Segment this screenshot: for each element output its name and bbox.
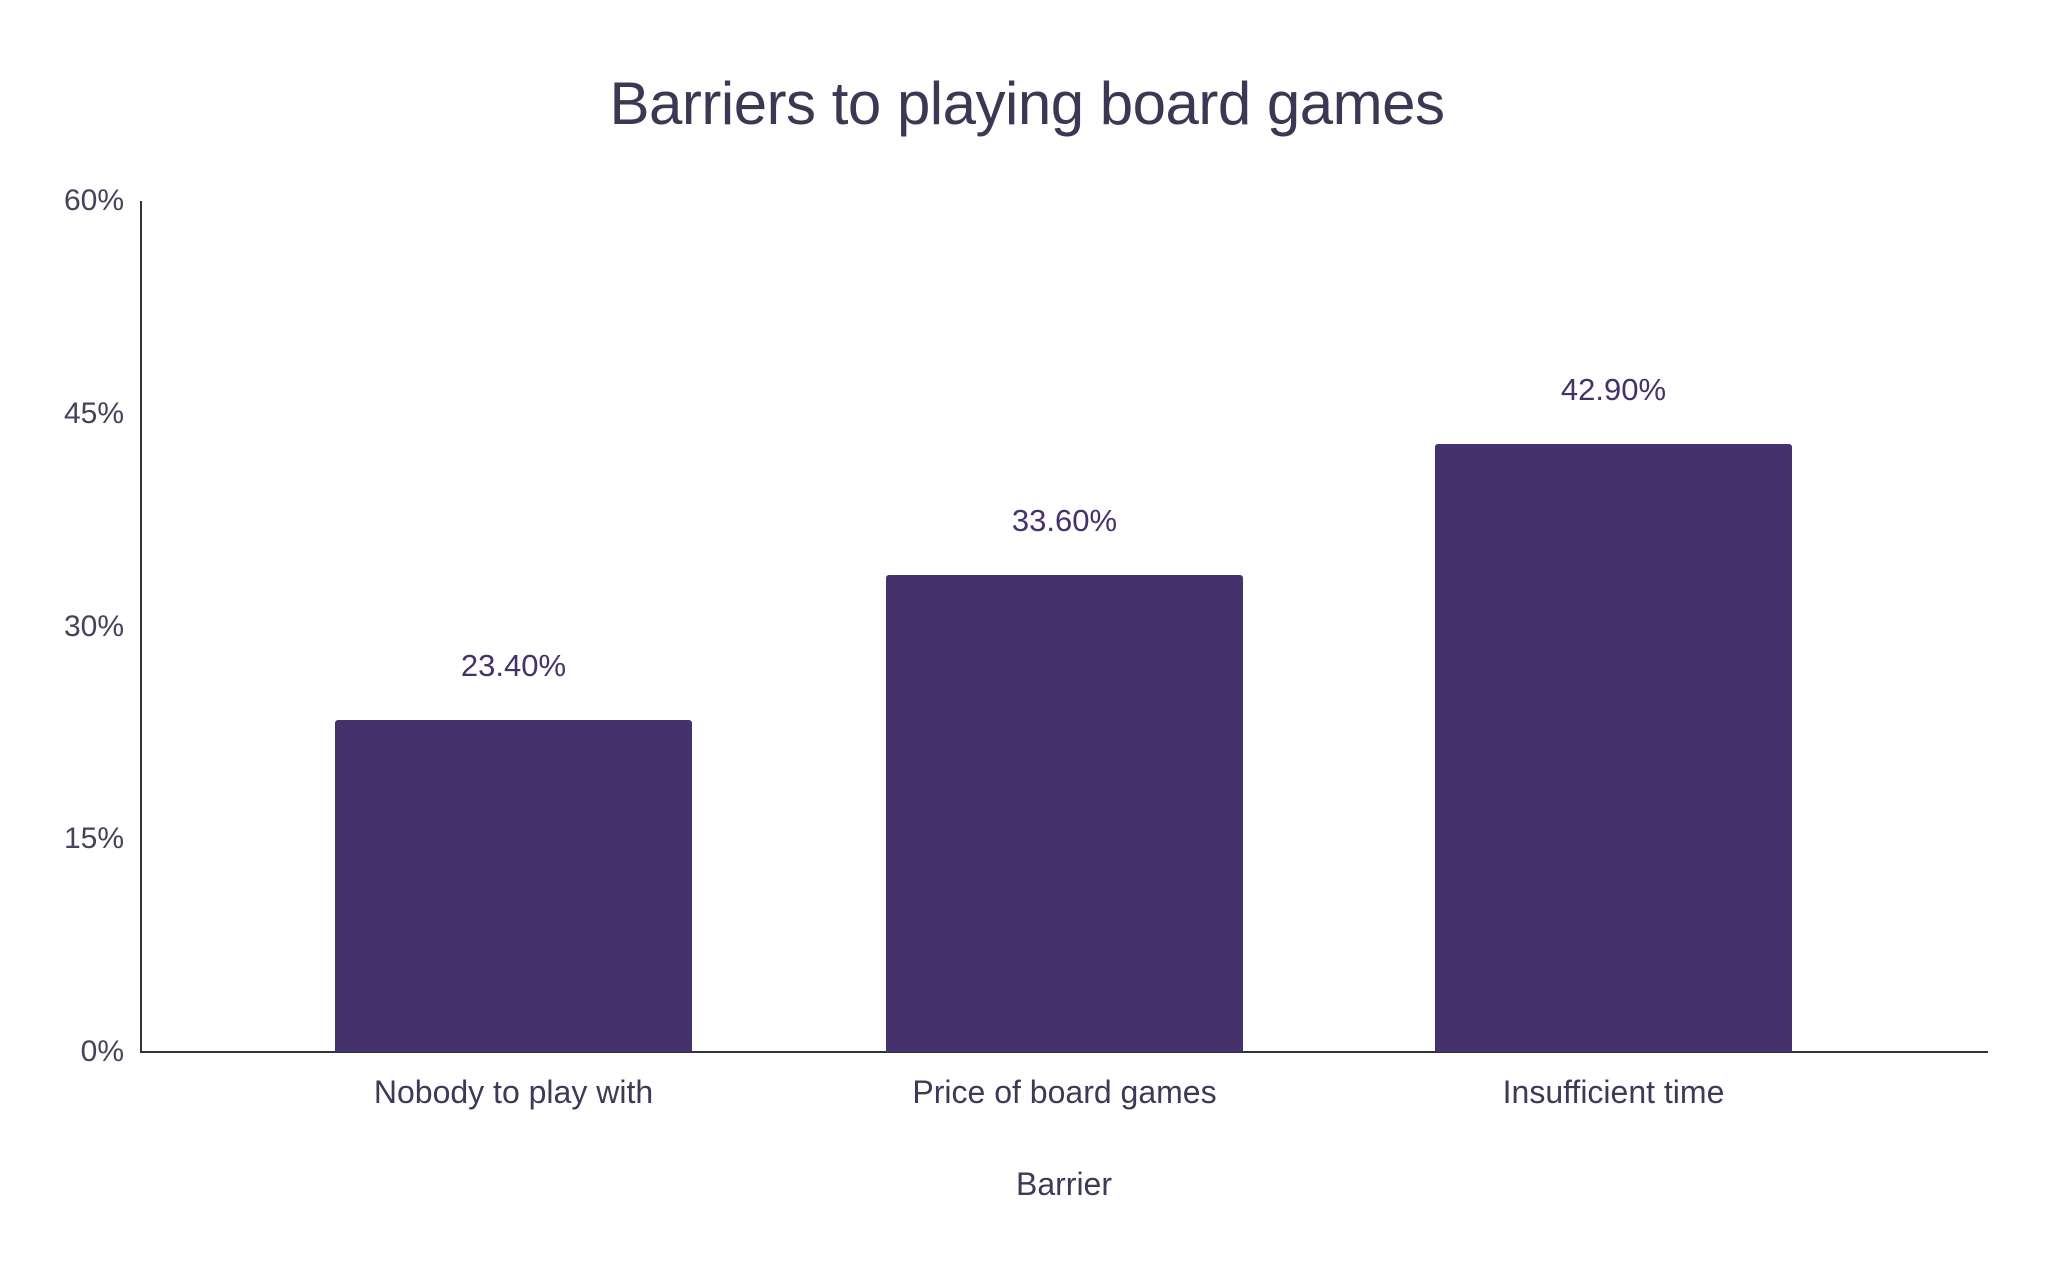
- bar-value-label: 23.40%: [460, 648, 567, 684]
- y-tick-label: 45%: [63, 396, 124, 430]
- bar: [1435, 443, 1792, 1052]
- bar-value-label: 42.90%: [1560, 371, 1667, 407]
- y-tick-label: 0%: [80, 1035, 124, 1068]
- y-tick-label: 30%: [63, 609, 124, 643]
- y-tick-label: 60%: [63, 184, 124, 217]
- y-axis-line: [140, 201, 142, 1053]
- x-category-label: Nobody to play with: [373, 1074, 654, 1110]
- x-axis-line: [140, 1051, 1988, 1053]
- y-tick-label: 15%: [63, 822, 124, 856]
- x-axis-title: Barrier: [1015, 1166, 1112, 1202]
- bar: [335, 720, 692, 1052]
- bar-value-label: 33.60%: [1011, 503, 1118, 539]
- x-category-label: Insufficient time: [1502, 1074, 1725, 1110]
- bar: [886, 575, 1243, 1052]
- x-category-label: Price of board games: [912, 1074, 1217, 1110]
- chart-title: Barriers to playing board games: [609, 70, 1445, 137]
